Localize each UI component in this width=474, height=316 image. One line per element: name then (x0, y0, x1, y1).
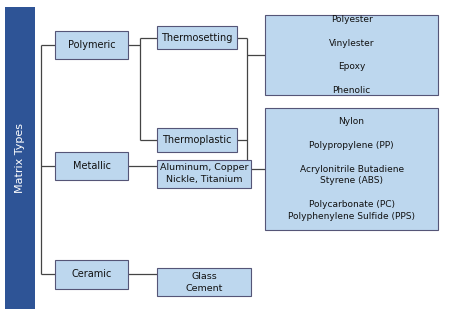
Text: Glass
Cement: Glass Cement (185, 272, 223, 293)
FancyBboxPatch shape (156, 268, 251, 296)
Text: Polyester

Vinylester

Epoxy

Phenolic: Polyester Vinylester Epoxy Phenolic (329, 15, 374, 95)
Text: Aluminum, Copper
Nickle, Titanium: Aluminum, Copper Nickle, Titanium (160, 163, 248, 184)
Text: Matrix Types: Matrix Types (15, 123, 25, 193)
FancyBboxPatch shape (156, 26, 237, 50)
FancyBboxPatch shape (55, 152, 128, 180)
FancyBboxPatch shape (265, 15, 438, 95)
FancyBboxPatch shape (55, 31, 128, 59)
Text: Thermoplastic: Thermoplastic (162, 135, 232, 145)
FancyBboxPatch shape (156, 128, 237, 152)
Text: Thermosetting: Thermosetting (161, 33, 233, 43)
Text: Polymeric: Polymeric (68, 40, 116, 50)
Text: Nylon

Polypropylene (PP)

Acrylonitrile Butadiene
Styrene (ABS)

Polycarbonate : Nylon Polypropylene (PP) Acrylonitrile B… (288, 117, 415, 221)
FancyBboxPatch shape (265, 108, 438, 230)
FancyBboxPatch shape (55, 260, 128, 289)
Text: Ceramic: Ceramic (72, 270, 112, 279)
FancyBboxPatch shape (156, 160, 251, 188)
FancyBboxPatch shape (5, 7, 35, 309)
Text: Metallic: Metallic (73, 161, 110, 171)
